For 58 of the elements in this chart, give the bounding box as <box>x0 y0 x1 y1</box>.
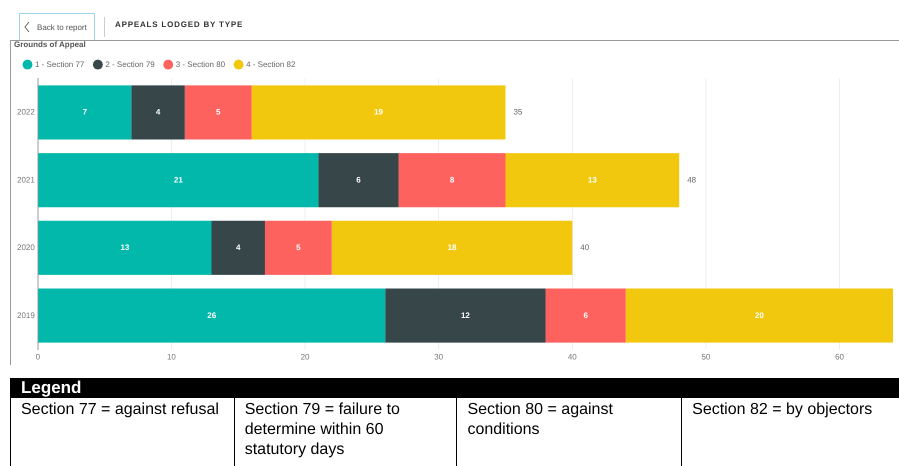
data-label: 7 <box>82 108 88 117</box>
bar <box>626 288 893 343</box>
y-tick-label: 2019 <box>17 310 36 320</box>
legend-label: 2 - Section 79 <box>105 60 156 69</box>
x-tick-label: 20 <box>300 352 310 362</box>
text: Legend <box>11 378 899 398</box>
x-tick-label: 10 <box>166 352 176 362</box>
text: Section 77 = against refusal <box>11 398 235 466</box>
total-label: 35 <box>513 108 523 117</box>
chart-title: APPEALS LODGED BY TYPE <box>115 20 244 29</box>
bar <box>252 85 506 140</box>
data-label: 20 <box>754 310 764 320</box>
data-label: 5 <box>216 108 221 117</box>
bar <box>38 288 386 343</box>
total-label: 40 <box>580 243 590 252</box>
bar <box>38 220 212 275</box>
bar <box>184 85 252 140</box>
text: Section 80 = against conditions <box>457 398 682 466</box>
data-label: 12 <box>460 310 470 320</box>
data-label: 19 <box>374 108 384 117</box>
data-label: 4 <box>156 108 161 117</box>
x-tick-label: 60 <box>835 352 845 362</box>
bar <box>131 85 185 140</box>
bar <box>38 85 132 140</box>
bar <box>38 153 318 208</box>
bar <box>264 220 332 275</box>
data-label: 13 <box>120 243 130 252</box>
data-label: 21 <box>174 175 184 184</box>
x-tick-label: 40 <box>568 352 578 362</box>
data-label: 13 <box>588 175 598 184</box>
x-tick-label: 30 <box>434 352 444 362</box>
legend-label: 1 - Section 77 <box>35 60 85 69</box>
x-tick-label: 50 <box>701 352 711 362</box>
y-tick-label: 2020 <box>17 243 36 252</box>
bar <box>385 288 546 343</box>
legend-label: 4 - Section 82 <box>246 60 296 69</box>
data-label: 6 <box>583 310 588 320</box>
text: Back to report <box>37 22 87 32</box>
y-tick-label: 2022 <box>17 108 36 117</box>
data-label: 26 <box>207 310 217 320</box>
data-label: 8 <box>450 175 455 184</box>
data-label: 18 <box>448 243 458 252</box>
bar <box>398 153 506 208</box>
bar <box>505 153 680 208</box>
x-tick-label: 0 <box>36 352 41 362</box>
legend-label: 3 - Section 80 <box>176 60 226 69</box>
text: Section 79 = failure to determine within 60 statutory days <box>234 398 458 466</box>
bar <box>318 153 399 208</box>
bar <box>212 220 265 275</box>
bar <box>546 288 626 343</box>
y-tick-label: 2021 <box>17 175 36 184</box>
legend-title: Grounds of Appeal <box>14 40 86 50</box>
data-label: 5 <box>296 243 302 252</box>
bar <box>332 220 572 275</box>
data-label: 6 <box>356 175 362 184</box>
text: Section 82 = by objectors <box>682 398 899 466</box>
total-label: 48 <box>687 175 697 184</box>
data-label: 4 <box>236 243 242 252</box>
